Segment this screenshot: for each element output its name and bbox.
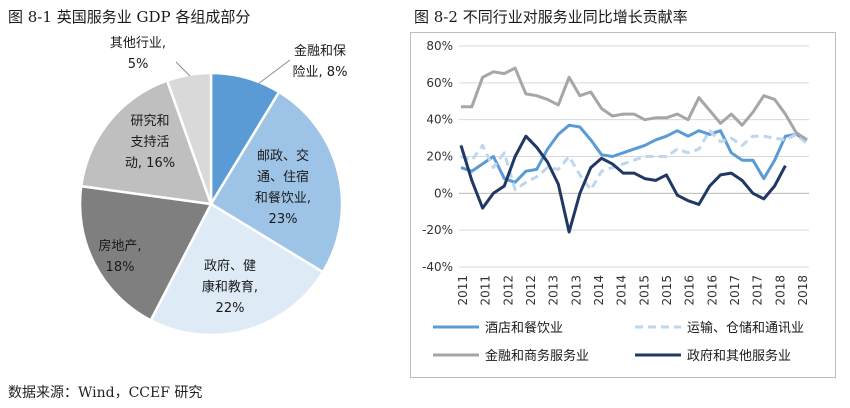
pie-leader-line: [175, 61, 191, 77]
pie-slice-label: 政府、健康和教育, 22%: [202, 259, 258, 316]
x-tick-label: 2015: [637, 275, 651, 306]
y-tick-label: -40%: [422, 260, 453, 274]
y-tick-label: 60%: [426, 76, 453, 90]
line-chart: -40% -20% 0% 20% 40% 60% 80% 2011 2011 2012 2012 20…: [422, 39, 810, 364]
pie-slice-label: 研究和支持活动, 16%: [125, 114, 175, 171]
legend-label: 金融和商务服务业: [485, 348, 589, 364]
x-tick-label: 2015: [660, 275, 674, 306]
y-tick-label: 40%: [426, 113, 453, 127]
series-line: [460, 129, 808, 192]
pie-slice: [149, 202, 325, 337]
legend-label: 政府和其他服务业: [687, 348, 791, 364]
line-chart-panel: -40% -20% 0% 20% 40% 60% 80% 2011 2011 2012 2012 20…: [410, 32, 836, 378]
series-line: [460, 123, 808, 184]
x-tick-label: 2011: [479, 275, 493, 306]
x-tick-label: 2018: [796, 275, 810, 306]
legend-label: 运输、仓储和通讯业: [687, 320, 804, 336]
pie-slice: [79, 78, 213, 206]
y-tick-label: 80%: [426, 39, 453, 53]
x-tick-label: 2018: [773, 275, 787, 306]
x-tick-label: 2014: [592, 275, 606, 306]
x-tick-label: 2011: [456, 275, 470, 306]
x-tick-label: 2017: [728, 275, 742, 306]
x-tick-label: 2012: [501, 275, 515, 306]
x-tick-label: 2012: [524, 275, 538, 306]
line-chart-title: 图 8-2 不同行业对服务业同比增长贡献率: [414, 8, 688, 26]
x-tick-label: 2013: [569, 275, 583, 306]
pie-slice-label: 金融和保险业, 8%: [293, 43, 348, 80]
y-tick-label: -20%: [422, 223, 453, 237]
pie-slice-label: 房地产, 18%: [98, 238, 141, 275]
legend-label: 酒店和餐饮业: [485, 320, 563, 336]
x-tick-label: 2013: [547, 275, 561, 306]
series-line: [459, 134, 787, 234]
pie-chart-title: 图 8-1 英国服务业 GDP 各组成部分: [8, 8, 251, 26]
x-tick-label: 2014: [615, 275, 629, 306]
x-tick-label: 2016: [705, 275, 719, 306]
pie-chart: 金融和保险业, 8% 邮政、交通、住宿和餐饮业, 23% 政府、健康和教育, 22% 房地…: [78, 36, 348, 337]
pie-slice: [78, 184, 213, 322]
data-source-note: 数据来源：Wind，CCEF 研究: [8, 385, 203, 401]
pie-slice-label: 邮政、交通、住宿和餐饮业, 23%: [255, 148, 311, 227]
y-tick-label: 0%: [434, 186, 453, 200]
pie-slice: [209, 90, 344, 274]
series-line: [461, 66, 808, 142]
pie-leader-line: [257, 59, 291, 85]
pie-slice-label: 其他行业, 5%: [110, 36, 166, 72]
y-tick-label: 20%: [426, 150, 453, 164]
x-tick-label: 2017: [751, 275, 765, 306]
x-tick-label: 2016: [683, 275, 697, 306]
